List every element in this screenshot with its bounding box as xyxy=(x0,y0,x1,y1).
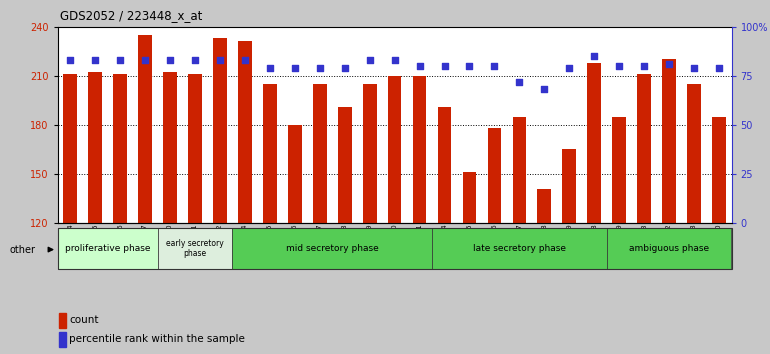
Bar xyxy=(338,107,352,223)
Point xyxy=(538,87,551,92)
Point xyxy=(363,57,376,63)
Bar xyxy=(59,313,66,328)
Bar xyxy=(58,228,158,269)
Point xyxy=(488,63,500,69)
Bar xyxy=(463,172,477,223)
Text: proliferative phase: proliferative phase xyxy=(65,244,150,253)
Text: late secretory phase: late secretory phase xyxy=(473,244,566,253)
Point xyxy=(289,65,301,71)
Point xyxy=(164,57,176,63)
Bar xyxy=(513,116,526,223)
Bar xyxy=(233,228,432,269)
Text: ambiguous phase: ambiguous phase xyxy=(629,244,709,253)
Bar xyxy=(63,74,77,223)
Point xyxy=(64,57,76,63)
Point xyxy=(339,65,351,71)
Point xyxy=(638,63,651,69)
Bar xyxy=(213,38,227,223)
Point xyxy=(514,79,526,84)
Bar xyxy=(662,59,676,223)
Text: percentile rank within the sample: percentile rank within the sample xyxy=(69,335,245,344)
Bar xyxy=(188,74,202,223)
Point xyxy=(438,63,450,69)
Bar xyxy=(487,128,501,223)
Point xyxy=(89,57,102,63)
Point xyxy=(713,65,725,71)
Point xyxy=(588,53,601,59)
Point xyxy=(563,65,575,71)
Point xyxy=(189,57,201,63)
Bar xyxy=(388,76,401,223)
Bar xyxy=(432,228,607,269)
Bar xyxy=(113,74,127,223)
Bar xyxy=(59,332,66,347)
Text: other: other xyxy=(9,245,35,255)
Point xyxy=(464,63,476,69)
Point xyxy=(688,65,700,71)
Bar xyxy=(562,149,576,223)
Point xyxy=(313,65,326,71)
Bar xyxy=(588,63,601,223)
Bar xyxy=(363,84,377,223)
Bar xyxy=(89,73,102,223)
Bar xyxy=(288,125,302,223)
Bar xyxy=(413,76,427,223)
Point xyxy=(413,63,426,69)
Bar xyxy=(687,84,701,223)
Point xyxy=(663,61,675,67)
Text: mid secretory phase: mid secretory phase xyxy=(286,244,379,253)
Point xyxy=(613,63,625,69)
Bar xyxy=(437,107,451,223)
Bar xyxy=(238,41,252,223)
Point xyxy=(214,57,226,63)
Bar xyxy=(537,189,551,223)
Text: count: count xyxy=(69,315,99,325)
Point xyxy=(263,65,276,71)
Bar xyxy=(607,228,731,269)
Bar xyxy=(712,116,726,223)
Point xyxy=(388,57,400,63)
Text: early secretory
phase: early secretory phase xyxy=(166,239,224,258)
Text: GDS2052 / 223448_x_at: GDS2052 / 223448_x_at xyxy=(60,9,203,22)
Bar xyxy=(313,84,326,223)
Bar xyxy=(612,116,626,223)
Bar xyxy=(638,74,651,223)
Bar xyxy=(163,73,177,223)
Bar xyxy=(139,35,152,223)
Bar xyxy=(263,84,276,223)
Point xyxy=(114,57,126,63)
Bar xyxy=(158,228,233,269)
Point xyxy=(239,57,251,63)
Point xyxy=(139,57,151,63)
